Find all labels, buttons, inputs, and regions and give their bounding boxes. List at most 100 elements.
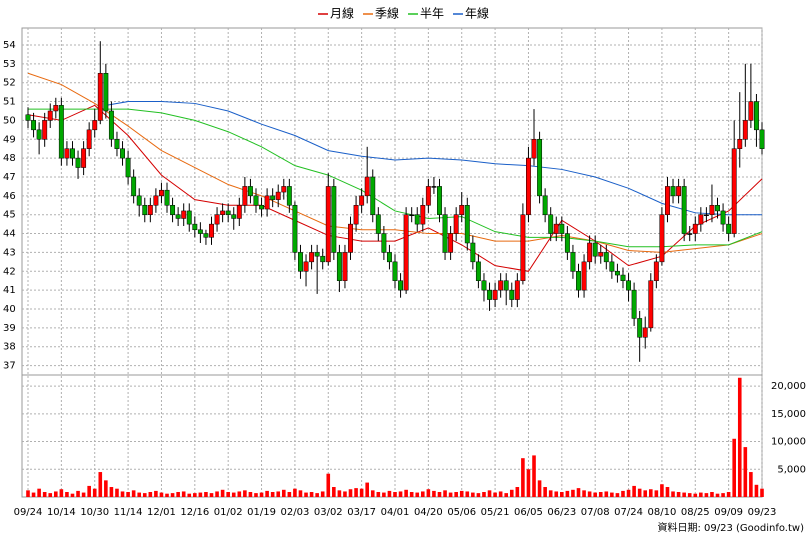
volume-bar xyxy=(382,492,386,497)
candle-body xyxy=(375,214,381,234)
x-tick-label: 09/09 xyxy=(714,507,743,518)
y-tick-label: 39 xyxy=(3,323,16,334)
candle-body xyxy=(42,120,48,140)
volume-bar xyxy=(104,480,108,497)
volume-bar xyxy=(743,447,748,497)
candle-body xyxy=(631,289,637,319)
candle-body xyxy=(197,229,203,234)
candle-body xyxy=(548,214,554,234)
y-tick-label: 38 xyxy=(3,342,16,353)
ma-line xyxy=(28,108,763,248)
volume-bar xyxy=(749,472,753,497)
candle-body xyxy=(147,205,153,215)
volume-bar xyxy=(509,489,514,497)
candle-body xyxy=(348,223,353,253)
candle-body xyxy=(614,271,620,276)
x-tick-label: 12/01 xyxy=(147,507,176,518)
y-tick-label: 54 xyxy=(3,40,16,51)
candle-body xyxy=(31,120,37,131)
volume-bar xyxy=(220,489,225,497)
footer: 資料日期: 09/23 (Goodinfo.tw) xyxy=(657,521,804,534)
candle-body xyxy=(70,148,75,159)
candle-body xyxy=(726,223,732,234)
candle-body xyxy=(503,280,509,291)
volume-bar xyxy=(370,490,375,497)
legend-label: 半年 xyxy=(420,7,444,21)
volume-bar xyxy=(637,488,642,497)
x-tick-label: 02/03 xyxy=(280,507,309,518)
volume-bar xyxy=(59,489,64,497)
x-tick-label: 07/24 xyxy=(614,507,643,518)
x-tick-label: 08/10 xyxy=(647,507,676,518)
volume-bar xyxy=(610,492,614,497)
candle-body xyxy=(598,252,604,257)
volume-bar xyxy=(98,472,103,497)
ma-line xyxy=(27,104,763,272)
candle-body xyxy=(475,261,481,281)
y2-tick-label: 20,000 xyxy=(771,381,806,392)
volume-bar xyxy=(660,484,664,497)
volume-bar xyxy=(270,492,275,497)
y-tick-label: 46 xyxy=(3,191,16,202)
candle-body xyxy=(737,139,743,149)
volume-bar xyxy=(265,490,269,497)
candle-body xyxy=(637,318,643,338)
volume-bar xyxy=(504,493,509,497)
volume-bar xyxy=(565,490,570,497)
candle-body xyxy=(437,186,442,215)
volume-bar xyxy=(487,490,492,497)
candle-body xyxy=(703,214,709,216)
candle-body xyxy=(731,148,737,234)
candle-body xyxy=(264,195,270,210)
x-tick-label: 09/23 xyxy=(748,507,777,518)
x-tick-label: 07/08 xyxy=(581,507,610,518)
candle-body xyxy=(75,157,81,168)
volume-bar xyxy=(526,469,531,497)
candle-body xyxy=(320,255,326,263)
volume-bar xyxy=(298,490,303,497)
x-tick-label: 10/14 xyxy=(47,507,76,518)
volume-bar xyxy=(409,492,414,497)
legend-label: 年線 xyxy=(465,6,489,21)
candle-body xyxy=(114,139,120,149)
volume-bar xyxy=(704,493,709,497)
candle-body xyxy=(520,214,526,281)
volume-bar xyxy=(398,491,403,497)
candle-body xyxy=(470,242,476,263)
candle-body xyxy=(53,105,59,112)
volume-bar xyxy=(120,491,125,497)
candle-body xyxy=(336,252,342,281)
candle-body xyxy=(748,101,754,121)
volume-bar xyxy=(254,493,258,497)
x-tick-label: 04/01 xyxy=(381,507,410,518)
volume-bar xyxy=(42,492,47,497)
x-tick-label: 11/14 xyxy=(114,507,143,518)
candle-body xyxy=(25,114,31,121)
volume-bar xyxy=(621,490,625,497)
volume-bar xyxy=(76,490,80,497)
candle-body xyxy=(353,205,359,225)
candle-body xyxy=(175,214,181,219)
candle-body xyxy=(136,195,142,206)
candle-body xyxy=(626,280,631,291)
candle-body xyxy=(609,261,615,272)
volume-bar xyxy=(576,488,581,497)
volume-bar xyxy=(393,492,397,497)
candle-body xyxy=(587,242,593,263)
volume-bar xyxy=(148,492,153,497)
volume-bar xyxy=(737,377,742,497)
x-tick-label: 06/23 xyxy=(547,507,576,518)
candle-body xyxy=(359,195,365,206)
candle-body xyxy=(509,289,515,300)
x-tick-label: 05/21 xyxy=(481,507,510,518)
volume-bar xyxy=(432,490,436,497)
candle-body xyxy=(665,186,670,215)
candle-body xyxy=(526,157,531,215)
volume-bar xyxy=(165,493,169,497)
y-tick-label: 52 xyxy=(3,78,16,89)
y2-tick-label: 5,000 xyxy=(777,464,806,475)
candle-body xyxy=(576,271,581,291)
candle-body xyxy=(542,195,548,215)
candle-body xyxy=(659,214,665,263)
volume-bar xyxy=(498,491,503,497)
